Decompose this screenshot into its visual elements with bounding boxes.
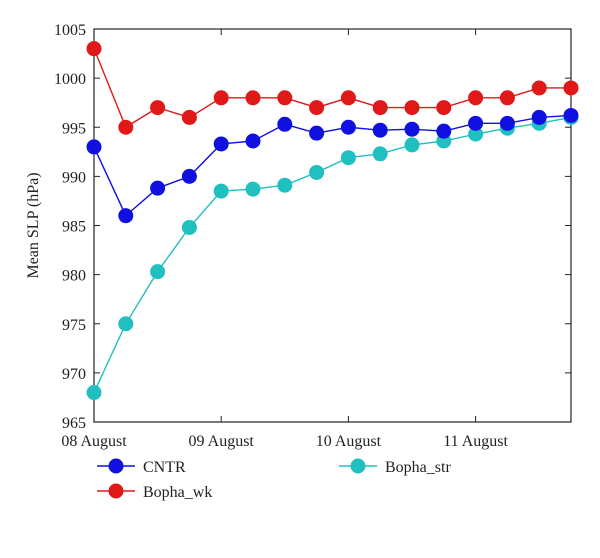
data-point — [340, 90, 356, 106]
data-point — [150, 100, 166, 116]
data-point — [181, 109, 197, 125]
data-point — [277, 90, 293, 106]
data-point — [404, 137, 420, 153]
data-point — [499, 90, 515, 106]
data-point — [531, 109, 547, 125]
legend-item-bopha-str: Bopha_str — [339, 458, 451, 476]
data-point — [86, 41, 102, 57]
data-point — [436, 123, 452, 139]
y-tick-label: 970 — [62, 366, 86, 383]
series-line — [93, 116, 572, 393]
series-cntr — [86, 107, 579, 224]
data-point — [86, 385, 102, 401]
data-point — [245, 133, 261, 149]
data-point — [213, 90, 229, 106]
data-point — [118, 119, 134, 135]
data-point — [150, 264, 166, 280]
series-layer — [86, 41, 579, 401]
y-tick-label: 990 — [62, 169, 86, 186]
data-point — [118, 316, 134, 332]
legend-item-bopha-wk: Bopha_wk — [97, 483, 212, 501]
data-point — [245, 90, 261, 106]
data-point — [340, 119, 356, 135]
x-tick-label: 08 August — [61, 433, 127, 450]
data-point — [563, 80, 579, 96]
data-point — [213, 183, 229, 199]
data-point — [499, 115, 515, 131]
data-point — [372, 100, 388, 116]
data-point — [309, 164, 325, 180]
data-point — [277, 116, 293, 132]
data-point — [309, 100, 325, 116]
legend-marker — [350, 458, 366, 474]
data-point — [404, 121, 420, 137]
axes: 965 970 975 980 985 990 995 1000 1005 08 August 09… — [25, 22, 572, 450]
data-point — [404, 100, 420, 116]
data-point — [213, 136, 229, 152]
x-tick-label: 09 August — [189, 433, 255, 450]
legend-label: Bopha_str — [385, 459, 451, 476]
data-point — [468, 90, 484, 106]
data-point — [563, 107, 579, 123]
y-tick-label: 965 — [62, 415, 86, 432]
series-bopha-str — [86, 109, 579, 401]
y-tick-label: 980 — [62, 268, 86, 285]
y-tick-label: 1005 — [54, 22, 86, 39]
series-line — [93, 48, 571, 129]
data-point — [340, 150, 356, 166]
data-point — [309, 125, 325, 141]
data-point — [86, 139, 102, 155]
data-point — [245, 181, 261, 197]
y-axis-label: Mean SLP (hPa) — [25, 172, 42, 278]
data-point — [181, 219, 197, 235]
legend-label: Bopha_wk — [143, 484, 212, 501]
x-tick-label: 11 August — [443, 433, 508, 450]
series-line — [93, 114, 572, 217]
legend-label: CNTR — [143, 459, 186, 476]
legend-marker — [108, 458, 124, 474]
data-point — [277, 177, 293, 193]
data-point — [436, 100, 452, 116]
data-point — [150, 180, 166, 196]
y-tick-label: 1000 — [54, 71, 86, 88]
data-point — [181, 168, 197, 184]
data-point — [372, 146, 388, 162]
plot-frame — [93, 28, 572, 423]
y-tick-label: 985 — [62, 219, 86, 236]
series-bopha-wk — [86, 41, 579, 135]
data-point — [468, 126, 484, 142]
y-tick-label: 975 — [62, 317, 86, 334]
x-tick-label: 10 August — [316, 433, 382, 450]
data-point — [531, 80, 547, 96]
y-tick-label: 995 — [62, 120, 86, 137]
data-point — [468, 115, 484, 131]
data-point — [118, 208, 134, 224]
data-point — [372, 122, 388, 138]
legend-item-cntr: CNTR — [97, 458, 186, 476]
legend-marker — [108, 483, 124, 499]
legend: CNTR Bopha_wk Bopha_str — [97, 458, 451, 501]
